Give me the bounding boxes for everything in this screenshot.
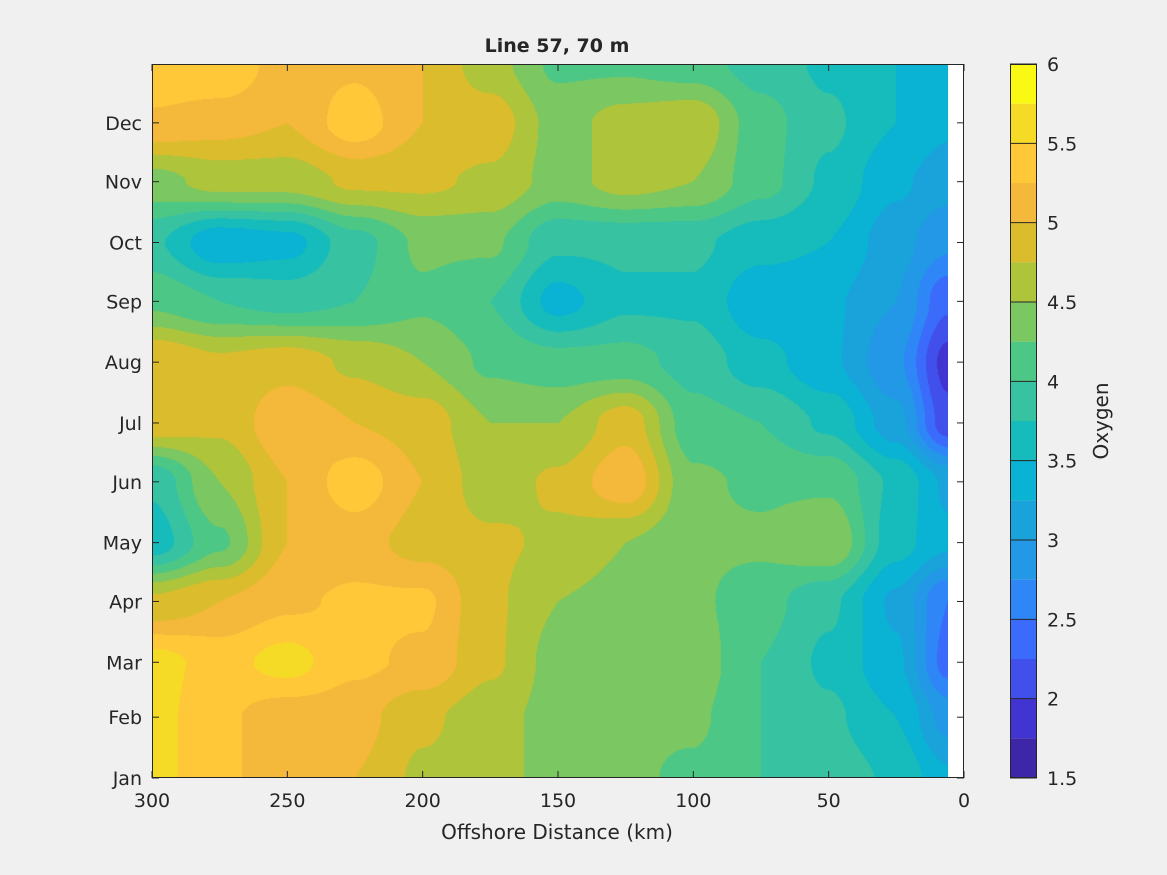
y-tick-label: Dec xyxy=(105,113,142,135)
colorbar-tick-label: 3.5 xyxy=(1047,451,1077,473)
x-tick-label: 300 xyxy=(134,790,170,812)
colorbar-swatch xyxy=(1010,659,1037,699)
chart-title: Line 57, 70 m xyxy=(485,35,630,57)
colorbar-swatch xyxy=(1010,222,1037,263)
colorbar-swatch xyxy=(1010,500,1037,540)
y-tick-label: Sep xyxy=(106,291,142,313)
colorbar-swatch xyxy=(1010,302,1037,342)
y-tick-label: Feb xyxy=(108,707,142,729)
colorbar-tick-label: 5.5 xyxy=(1047,133,1077,155)
x-tick-label: 200 xyxy=(405,790,441,812)
colorbar-swatch xyxy=(1010,341,1037,382)
colorbar-swatch xyxy=(1010,421,1037,461)
colorbar-swatch xyxy=(1010,619,1037,659)
colorbar-swatch xyxy=(1010,143,1037,183)
colorbar-swatch xyxy=(1010,738,1037,778)
x-tick-label: 150 xyxy=(540,790,576,812)
y-tick-label: Aug xyxy=(105,352,142,374)
y-tick-label: Nov xyxy=(105,172,142,194)
x-tick-label: 250 xyxy=(269,790,305,812)
colorbar-swatch xyxy=(1010,579,1037,620)
y-tick-label: Jun xyxy=(111,472,142,494)
y-tick-label: Apr xyxy=(109,591,142,613)
contour-field xyxy=(152,64,948,778)
colorbar-swatch xyxy=(1010,262,1037,302)
colorbar-tick-label: 1.5 xyxy=(1047,768,1077,790)
colorbar-tick-label: 3 xyxy=(1047,530,1059,552)
colorbar-tick-label: 2.5 xyxy=(1047,609,1077,631)
colorbar-tick-label: 6 xyxy=(1047,54,1059,76)
y-tick-label: May xyxy=(103,533,142,555)
colorbar-swatch xyxy=(1010,698,1037,739)
colorbar-swatch xyxy=(1010,540,1037,580)
x-tick-label: 100 xyxy=(675,790,711,812)
y-axis: Jan Feb Mar Apr May Jun Jul Aug Sep Oct Nov Dec xyxy=(103,113,964,790)
y-tick-label: Mar xyxy=(106,652,142,674)
colorbar-tick-label: 2 xyxy=(1047,689,1059,711)
colorbar-swatch xyxy=(1010,381,1037,421)
x-tick-label: 50 xyxy=(817,790,841,812)
y-tick-label: Jan xyxy=(112,768,142,790)
colorbar-label: Oxygen xyxy=(1089,382,1113,459)
y-tick-label: Jul xyxy=(118,413,142,435)
y-tick-label: Oct xyxy=(109,233,142,255)
contour-image xyxy=(152,64,948,778)
x-tick-label: 0 xyxy=(958,790,970,812)
x-axis: 300 250 200 150 100 50 0 xyxy=(134,64,970,812)
colorbar-swatch xyxy=(1010,64,1037,104)
colorbar-swatch xyxy=(1010,183,1037,223)
colorbar-tick-label: 4.5 xyxy=(1047,292,1077,314)
colorbar-swatch xyxy=(1010,103,1037,144)
colorbar-swatch xyxy=(1010,460,1037,501)
x-axis-label: Offshore Distance (km) xyxy=(441,820,673,844)
colorbar-tick-label: 4 xyxy=(1047,371,1059,393)
colorbar xyxy=(1010,64,1037,778)
colorbar-axis: 1.5 2 2.5 3 3.5 4 4.5 5 5.5 6 xyxy=(1010,54,1077,790)
colorbar-tick-label: 5 xyxy=(1047,213,1059,235)
